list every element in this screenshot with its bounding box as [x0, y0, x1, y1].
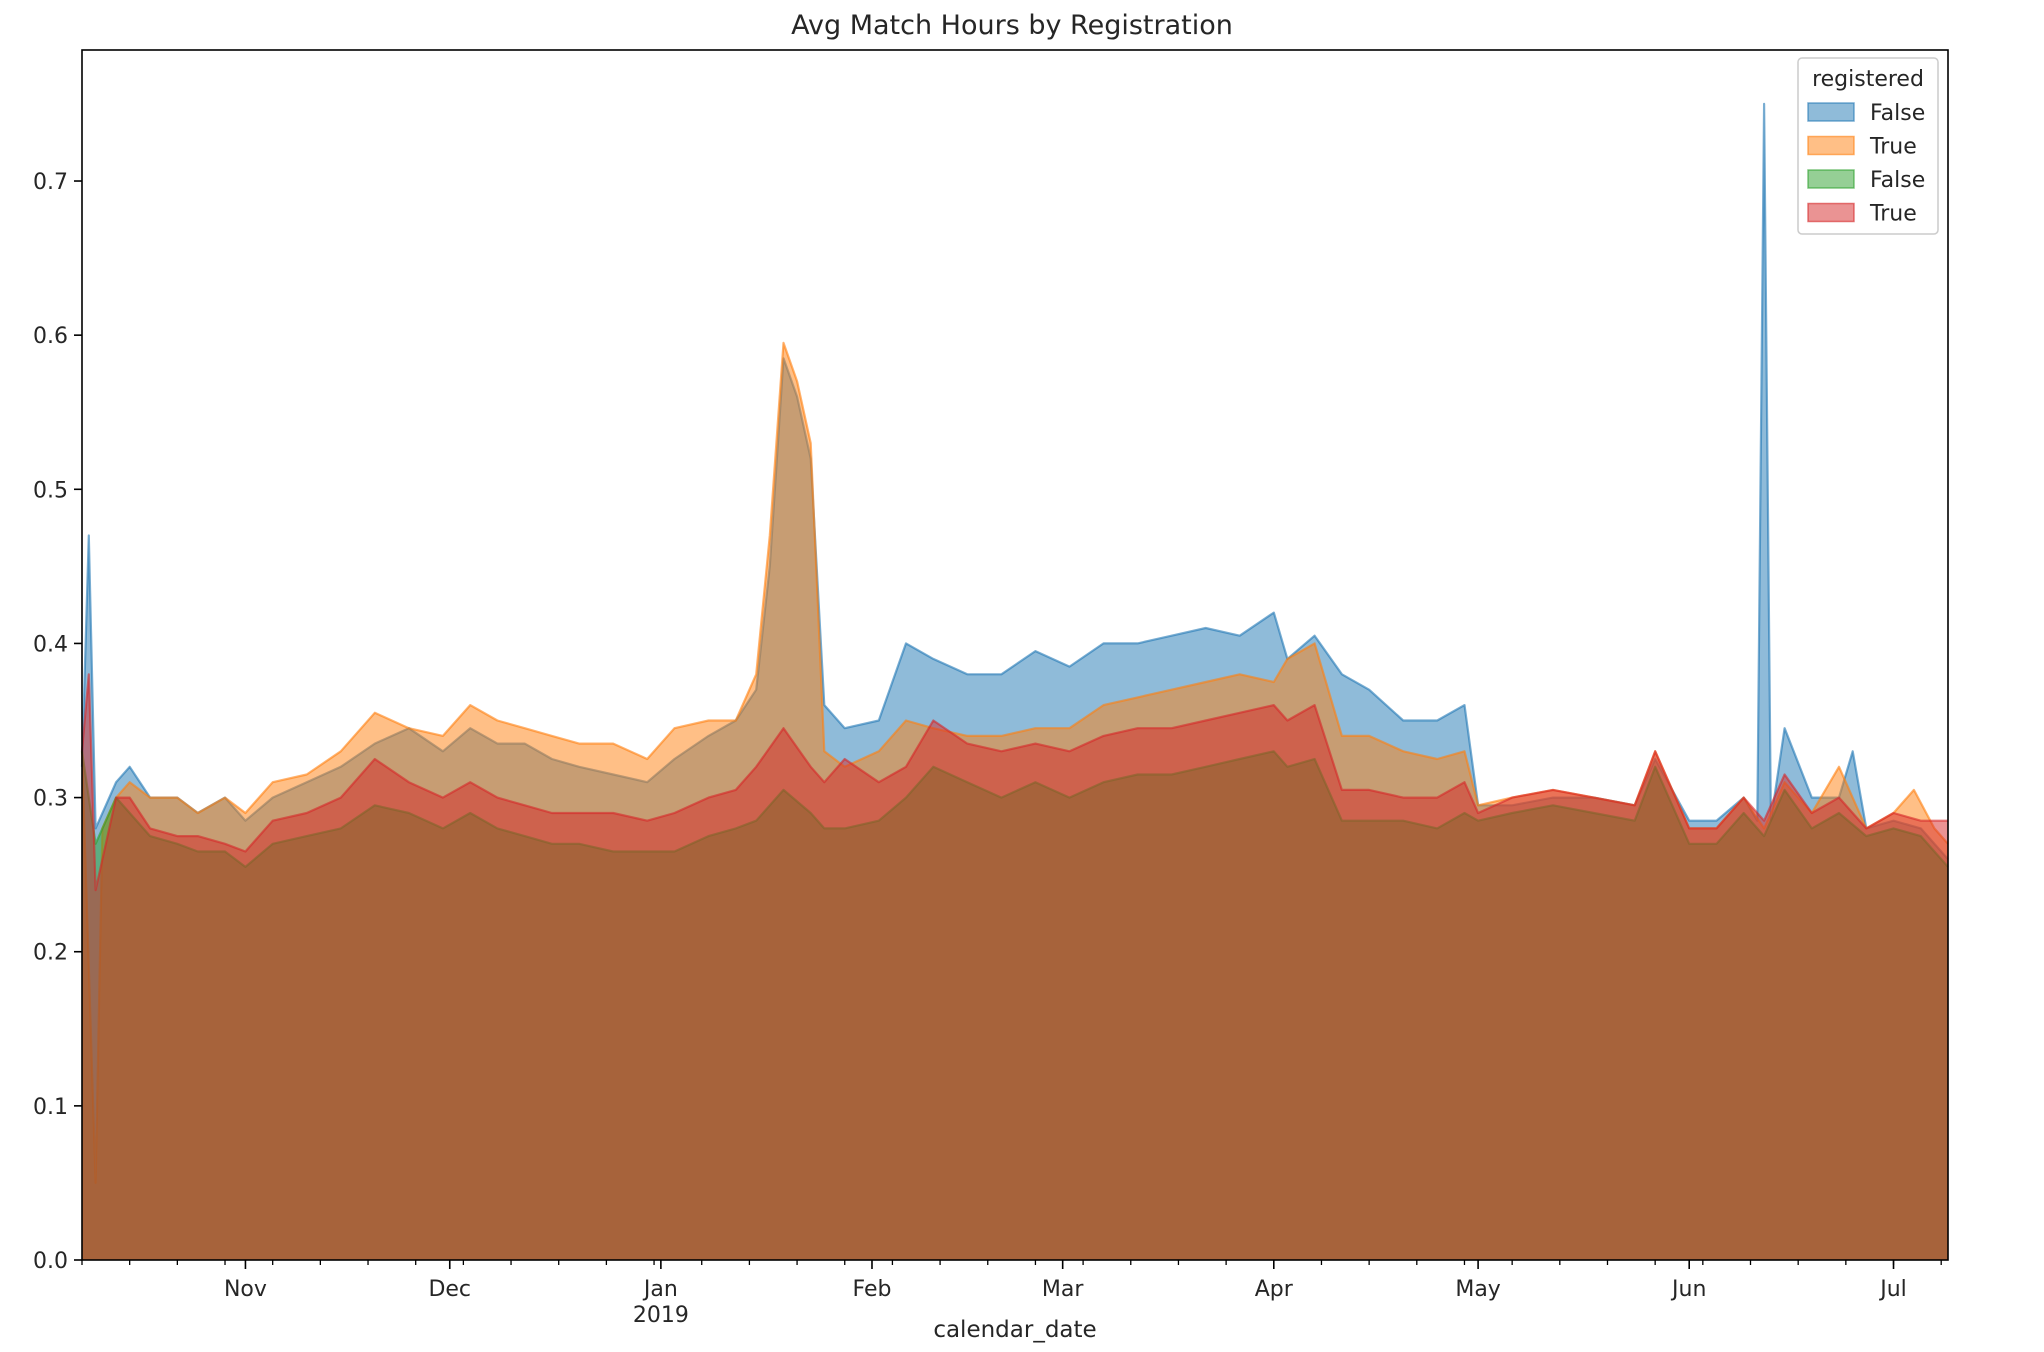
- legend-label: False: [1870, 168, 1925, 193]
- x-tick-label: Jul: [1878, 1277, 1907, 1302]
- y-tick-label: 0.1: [33, 1095, 68, 1120]
- x-tick-label: May: [1455, 1277, 1500, 1302]
- series-layer: [80, 102, 1949, 1260]
- y-axis: 0.0 0.1 0.2 0.3 0.4 0.5 0.6 0.7: [33, 170, 82, 1274]
- chart-title: Avg Match Hours by Registration: [791, 10, 1233, 41]
- legend-items: False True False True: [1807, 101, 1925, 227]
- y-tick-label: 0.3: [33, 787, 68, 812]
- legend-label: True: [1869, 135, 1917, 160]
- legend: registered False True False True: [1797, 57, 1939, 235]
- x-axis-label: calendar_date: [933, 1317, 1096, 1343]
- legend-label: False: [1870, 101, 1925, 126]
- x-tick-label: Dec: [428, 1277, 471, 1302]
- legend-swatch: [1807, 202, 1855, 223]
- x-tick-sublabel: 2019: [633, 1303, 689, 1328]
- y-tick-label: 0.4: [33, 632, 68, 657]
- plot-frame: [81, 49, 1949, 1261]
- y-tick-label: 0.7: [33, 170, 68, 195]
- x-tick-label: Jan: [642, 1277, 678, 1302]
- x-tick-label: Jun: [1670, 1277, 1706, 1302]
- x-tick-label: Apr: [1255, 1277, 1294, 1302]
- legend-swatch: [1807, 169, 1855, 189]
- series-line-4: [80, 673, 1948, 892]
- x-tick-label: Nov: [224, 1277, 267, 1302]
- legend-box: [1797, 57, 1939, 235]
- legend-swatch: [1807, 102, 1855, 122]
- y-tick-label: 0.5: [33, 478, 68, 503]
- y-tick-label: 0.0: [33, 1249, 68, 1274]
- legend-title: registered: [1812, 67, 1924, 92]
- x-tick-label: Mar: [1042, 1277, 1084, 1302]
- y-tick-label: 0.2: [33, 941, 68, 966]
- series-area-4: [82, 674, 1948, 1260]
- legend-swatch: [1807, 135, 1855, 156]
- legend-label: True: [1869, 202, 1917, 227]
- x-tick-label: Feb: [853, 1277, 892, 1302]
- y-tick-label: 0.6: [33, 324, 68, 349]
